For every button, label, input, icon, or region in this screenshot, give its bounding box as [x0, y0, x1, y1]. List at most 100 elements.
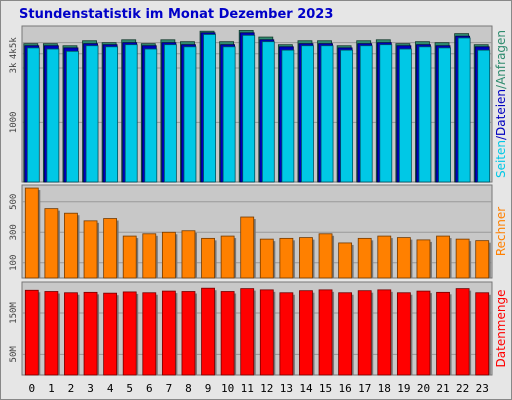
bar-rechner [455, 238, 470, 279]
panel-middle: 500 300 100 Rechner [9, 184, 508, 279]
chart-title: Stundenstatistik im Monat Dezember 2023 [19, 7, 334, 22]
bar-datenmenge [436, 291, 450, 376]
bar-seiten [203, 34, 216, 183]
bar-rechner [44, 208, 59, 279]
y-axis-label-part: Dateien [494, 89, 508, 136]
bar-rechner [83, 220, 98, 279]
y-tick-label: 300 [9, 224, 19, 240]
bar-datenmenge [377, 289, 392, 376]
x-tick-label: 8 [185, 382, 192, 395]
x-tick-label: 5 [126, 382, 133, 395]
bar-datenmenge [44, 291, 59, 376]
bar-seiten [379, 44, 393, 183]
bar-datenmenge [103, 292, 118, 376]
y-tick-label: 150M [9, 302, 19, 324]
x-tick-label: 11 [241, 382, 254, 395]
y-tick-label: 1000 [9, 112, 19, 134]
bar-rechner [357, 237, 372, 279]
bar-seiten [301, 45, 314, 183]
x-tick-label: 18 [378, 382, 391, 395]
bar-seiten [340, 49, 354, 183]
bar-rechner [240, 216, 255, 279]
bar-datenmenge [318, 289, 333, 376]
y-axis-label-part: / [494, 135, 508, 140]
x-tick-label: 12 [260, 382, 273, 395]
panel-bottom: 150M 50M Datenmenge [9, 281, 508, 376]
bar-datenmenge [455, 288, 470, 376]
bar-rechner [64, 212, 78, 279]
bar-seiten [85, 45, 99, 183]
bar-rechner [122, 235, 137, 279]
bar-rechner [220, 235, 235, 279]
bar-seiten [242, 34, 256, 183]
x-tick-label: 14 [299, 382, 313, 395]
bar-seiten [46, 48, 60, 183]
x-tick-label: 10 [221, 382, 234, 395]
y-tick-label: 3k [9, 62, 19, 73]
x-tick-label: 4 [107, 382, 114, 395]
bar-datenmenge [240, 288, 255, 376]
bar-seiten [26, 47, 40, 183]
x-tick-label: 1 [48, 382, 55, 395]
bar-seiten [105, 46, 119, 183]
bar-seiten [418, 46, 432, 183]
y-axis-label-part: Anfragen [494, 30, 508, 85]
bar-seiten [66, 50, 79, 183]
bar-rechner [318, 233, 333, 279]
bar-datenmenge [142, 292, 157, 376]
bar-seiten [163, 44, 177, 183]
bar-datenmenge [259, 289, 274, 376]
bar-seiten [320, 45, 334, 183]
bar-datenmenge [24, 289, 39, 376]
bar-rechner [201, 237, 215, 279]
x-tick-label: 9 [205, 382, 212, 395]
bar-seiten [457, 37, 471, 183]
bar-seiten [222, 46, 236, 183]
y-axis-label: Seiten/Dateien/Anfragen [494, 30, 508, 178]
bar-datenmenge [279, 292, 294, 376]
y-tick-label: 4k [9, 48, 19, 59]
y-axis-label-part: / [494, 84, 508, 89]
x-tick-label: 0 [28, 382, 35, 395]
bar-seiten [438, 47, 451, 183]
bar-seiten [477, 49, 491, 183]
x-tick-label: 22 [456, 382, 469, 395]
x-tick-label: 17 [358, 382, 371, 395]
bar-rechner [338, 242, 353, 279]
y-tick-label: 500 [9, 194, 19, 210]
y-axis-label-part: Seiten [494, 140, 508, 178]
bar-seiten [281, 49, 295, 183]
bar-rechner [103, 218, 118, 279]
bar-rechner [377, 235, 392, 279]
bar-datenmenge [83, 291, 98, 376]
x-tick-label: 16 [339, 382, 352, 395]
bar-datenmenge [122, 291, 137, 376]
y-axis-label: Rechner [494, 207, 508, 256]
bar-datenmenge [338, 292, 353, 376]
bar-seiten [124, 44, 138, 183]
bar-datenmenge [181, 291, 196, 376]
bar-rechner [161, 231, 176, 279]
bar-datenmenge [475, 292, 490, 376]
bar-seiten [261, 41, 275, 183]
bar-rechner [475, 240, 490, 279]
plot-area-bottom [21, 281, 493, 376]
x-tick-label: 20 [417, 382, 430, 395]
plot-area-top [21, 25, 493, 183]
bar-datenmenge [161, 290, 176, 376]
bar-rechner [416, 239, 431, 279]
y-tick-label: 100 [9, 255, 19, 271]
bar-rechner [279, 237, 294, 279]
x-tick-label: 6 [146, 382, 153, 395]
bar-seiten [398, 48, 412, 183]
x-tick-label: 7 [166, 382, 173, 395]
x-tick-label: 2 [68, 382, 75, 395]
bar-seiten [183, 46, 197, 183]
bar-rechner [299, 237, 313, 279]
y-tick-label: 50M [9, 346, 19, 363]
bar-rechner [259, 238, 274, 279]
x-tick-label: 21 [436, 382, 449, 395]
bar-datenmenge [416, 290, 431, 376]
